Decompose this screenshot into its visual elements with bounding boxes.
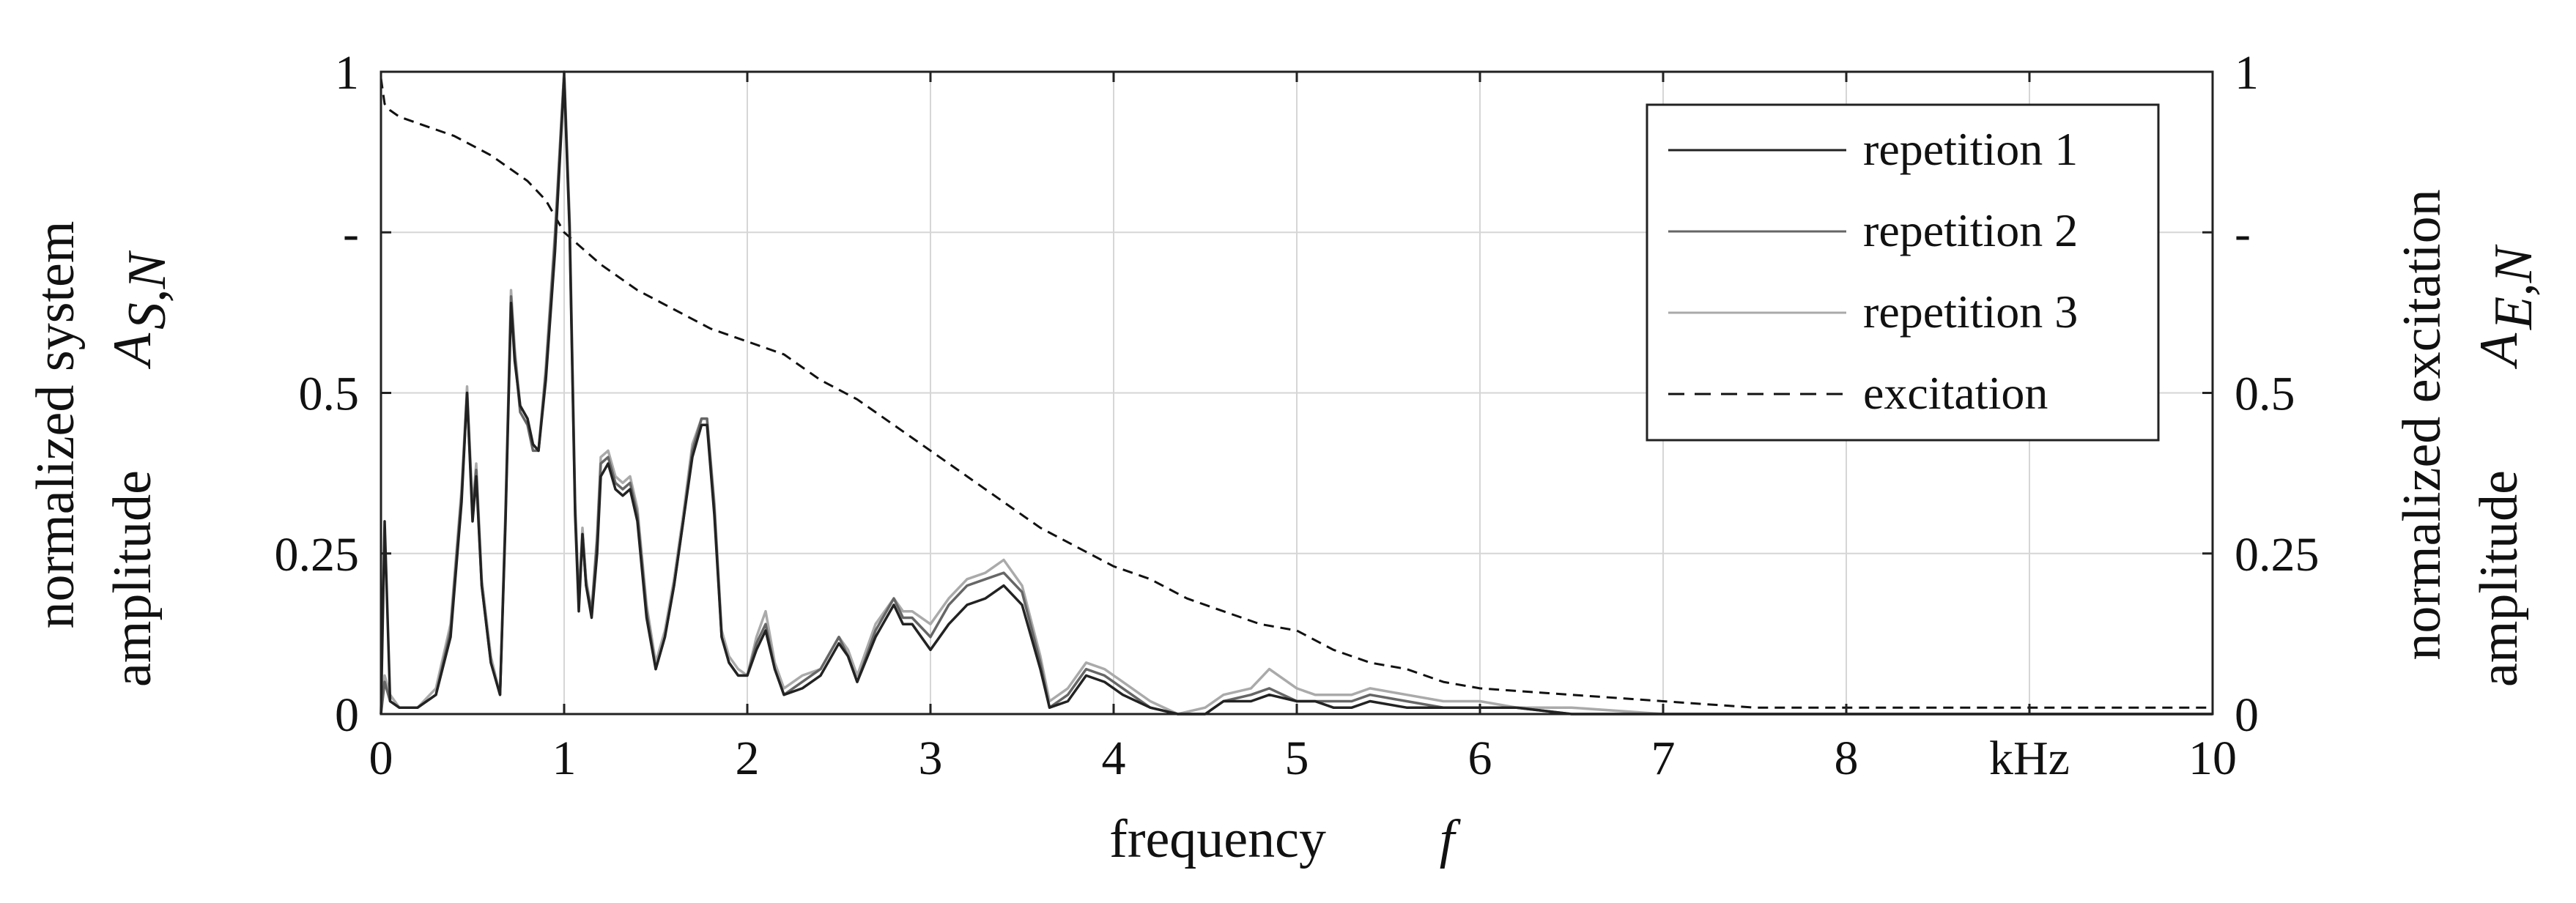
x-axis-title: frequency bbox=[1109, 809, 1326, 869]
y-right-title-subscript: E,N bbox=[2484, 244, 2544, 330]
legend-label-excitation: excitation bbox=[1863, 367, 2048, 419]
x-tick-label-2: 2 bbox=[736, 732, 760, 785]
x-axis-symbol: f bbox=[1440, 809, 1462, 869]
y-left-tick-label-4: 1 bbox=[335, 46, 359, 100]
y-right-tick-label-2: 0.5 bbox=[2235, 368, 2295, 421]
x-tick-label-6: 6 bbox=[1468, 732, 1492, 785]
y-left-title-line1: normalized system bbox=[26, 221, 86, 629]
legend: repetition 1 repetition 2 repetition 3 e… bbox=[1646, 103, 2160, 442]
series-line-excitation bbox=[380, 78, 2213, 709]
y-right-title-line2: amplitude bbox=[2469, 470, 2529, 687]
y-axis-left-title: normalized system amplitude A S,N bbox=[26, 221, 177, 687]
y-left-tick-label-2: 0.5 bbox=[299, 368, 360, 421]
series-layer bbox=[380, 70, 2213, 716]
x-tick-label-7: 7 bbox=[1651, 732, 1676, 785]
y-right-tick-label-4: 1 bbox=[2235, 46, 2259, 100]
series-line-repetition-1 bbox=[380, 77, 2213, 716]
x-tick-label-4: 4 bbox=[1102, 732, 1126, 785]
x-tick-label-9: kHz bbox=[1989, 732, 2070, 785]
y-axis-right-title: normalized excitation amplitude A E,N bbox=[2392, 189, 2544, 687]
x-tick-label-8: 8 bbox=[1835, 732, 1859, 785]
y-left-title-line2: amplitude bbox=[103, 470, 163, 687]
x-tick-label-1: 1 bbox=[552, 732, 577, 785]
y-right-tick-label-3: - bbox=[2235, 207, 2251, 260]
legend-box bbox=[1646, 103, 2160, 442]
y-right-tick-label-0: 0 bbox=[2235, 688, 2259, 742]
y-left-tick-label-3: - bbox=[343, 207, 359, 260]
y-right-tick-label-1: 0.25 bbox=[2235, 528, 2320, 581]
x-tick-label-5: 5 bbox=[1285, 732, 1309, 785]
y-right-title-symbol: A bbox=[2469, 332, 2529, 370]
y-left-title-subscript: S,N bbox=[117, 250, 177, 330]
x-tick-label-0: 0 bbox=[369, 732, 393, 785]
legend-label-repetition-3: repetition 3 bbox=[1863, 286, 2078, 338]
x-tick-label-10: 10 bbox=[2188, 732, 2237, 785]
legend-label-repetition-2: repetition 2 bbox=[1863, 204, 2078, 256]
legend-label-repetition-1: repetition 1 bbox=[1863, 123, 2078, 175]
y-left-tick-label-0: 0 bbox=[335, 688, 359, 742]
x-tick-label-3: 3 bbox=[919, 732, 943, 785]
y-right-title-line1: normalized excitation bbox=[2392, 189, 2452, 660]
y-left-tick-label-1: 0.25 bbox=[275, 528, 360, 581]
y-left-title-symbol: A bbox=[103, 332, 163, 370]
